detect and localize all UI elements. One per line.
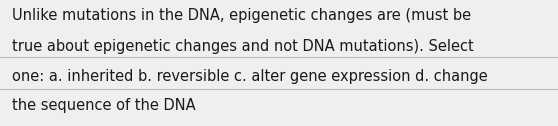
Text: true about epigenetic changes and not DNA mutations). Select: true about epigenetic changes and not DN… bbox=[12, 39, 474, 54]
Text: the sequence of the DNA: the sequence of the DNA bbox=[12, 98, 196, 113]
Text: Unlike mutations in the DNA, epigenetic changes are (must be: Unlike mutations in the DNA, epigenetic … bbox=[12, 8, 472, 23]
Text: one: a. inherited b. reversible c. alter gene expression d. change: one: a. inherited b. reversible c. alter… bbox=[12, 69, 488, 84]
